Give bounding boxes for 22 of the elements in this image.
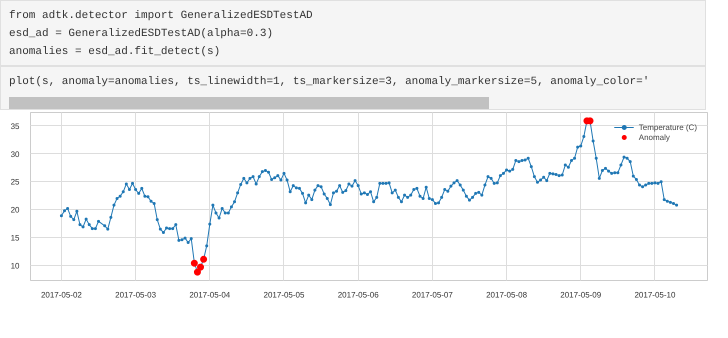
legend-label: Anomaly	[638, 132, 670, 142]
legend-label: Temperature (C)	[638, 122, 697, 132]
x-tick-label: 2017-05-09	[560, 290, 602, 300]
y-tick-label: 20	[10, 206, 20, 215]
text: plot(s, anomaly=anomalies, ts_linewidth=1, ts_markersize=3, anomaly_markersize=5, anomaly_color='	[9, 75, 650, 90]
y-tick-label: 15	[10, 234, 20, 243]
x-tick-label: 2017-05-07	[412, 290, 454, 300]
x-tick-label: 2017-05-10	[634, 290, 676, 300]
x-tick-label: 2017-05-06	[338, 290, 380, 300]
point	[190, 260, 198, 267]
text: anomalies = esd_ad.fit_detect(s)	[9, 46, 220, 58]
y-tick-label: 30	[10, 150, 20, 159]
x-tick-label: 2017-05-04	[189, 290, 231, 300]
x-tick-label: 2017-05-02	[40, 290, 82, 300]
text: from adtk.detector import GeneralizedESDTestAD	[9, 10, 313, 22]
y-tick-label: 10	[10, 261, 20, 270]
x-tick-label: 2017-05-05	[264, 290, 305, 300]
text: esd_ad = GeneralizedESDTestAD(alpha=0.3)	[9, 28, 274, 40]
y-tick-label: 35	[10, 122, 20, 131]
x-tick-label: 2017-05-03	[115, 290, 157, 300]
y-tick-label: 25	[10, 178, 20, 187]
x-tick-label: 2017-05-08	[486, 290, 528, 300]
